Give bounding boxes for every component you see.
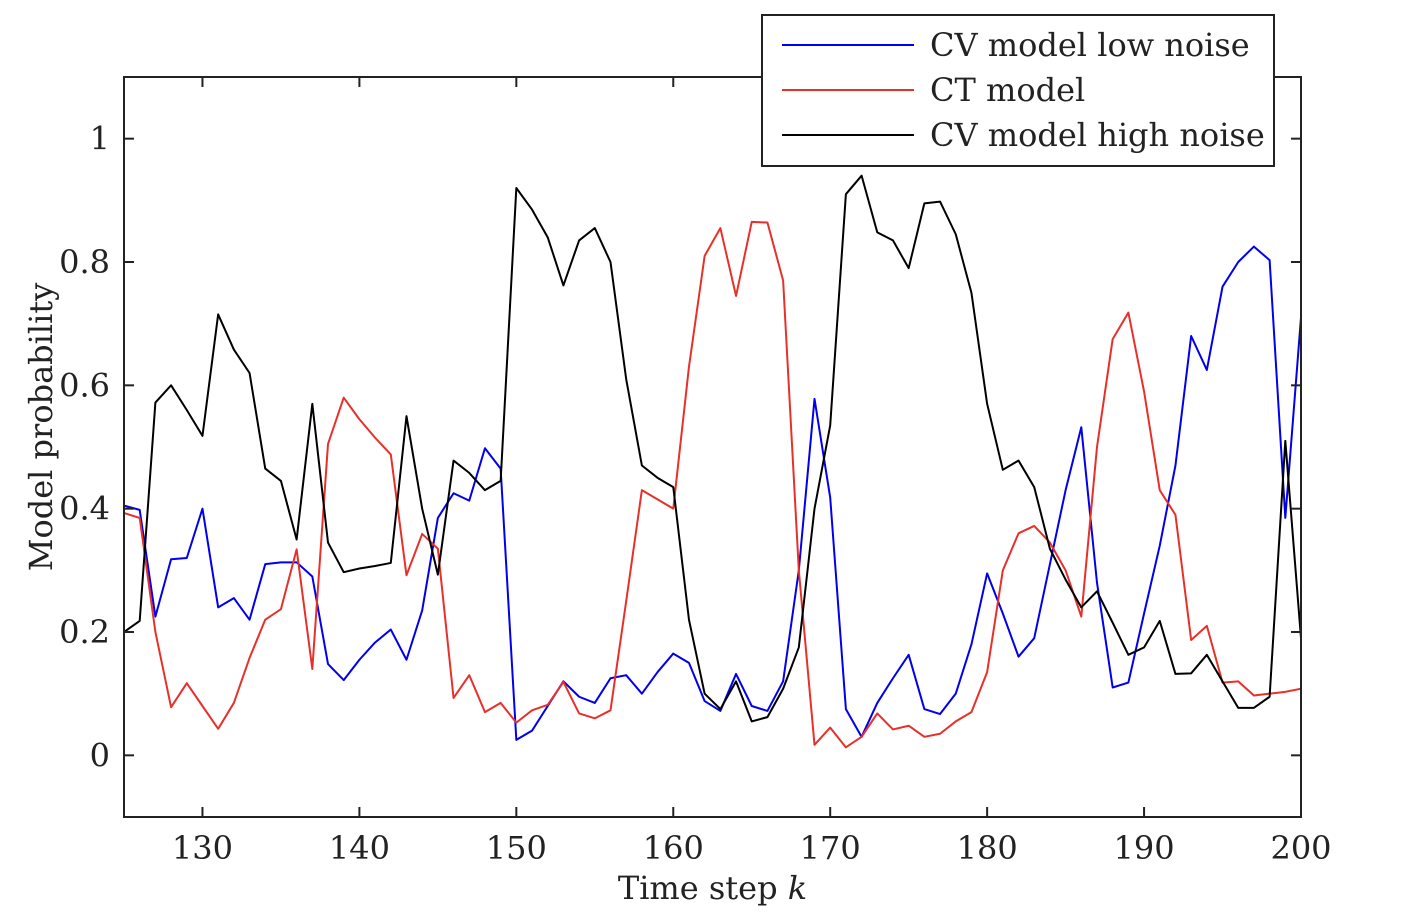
legend-label: CV model low noise bbox=[930, 26, 1250, 64]
x-tick-label: 160 bbox=[643, 829, 704, 867]
axis-ticks: 130 140 150 160 170 180 190 200 0 0.2 0.4 0.6 0.8 1 bbox=[59, 77, 1332, 867]
series-line-2 bbox=[124, 220, 1301, 749]
series-line-3 bbox=[124, 174, 1301, 723]
x-tick-label: 180 bbox=[957, 829, 1018, 867]
x-tick-label: 190 bbox=[1114, 829, 1175, 867]
y-tick-label: 0.4 bbox=[59, 490, 110, 528]
series-line-1 bbox=[124, 245, 1301, 741]
legend-label: CT model bbox=[930, 71, 1085, 109]
y-tick-label: 0.8 bbox=[59, 243, 110, 281]
y-tick-label: 0 bbox=[90, 736, 110, 774]
series-layer bbox=[124, 174, 1301, 749]
x-tick-label: 200 bbox=[1270, 829, 1331, 867]
y-tick-label: 0.2 bbox=[59, 613, 110, 651]
x-tick-label: 140 bbox=[329, 829, 390, 867]
y-tick-label: 1 bbox=[90, 120, 110, 158]
x-axis-label: Time step k bbox=[618, 869, 807, 907]
x-tick-label: 150 bbox=[486, 829, 547, 867]
legend: CV model low noise CT model CV model high … bbox=[761, 14, 1275, 167]
y-axis-label: Model probability bbox=[22, 283, 60, 572]
legend-label: CV model high noise bbox=[930, 116, 1265, 154]
x-tick-label: 130 bbox=[172, 829, 233, 867]
plot-frame bbox=[123, 76, 1302, 818]
x-tick-label: 170 bbox=[800, 829, 861, 867]
y-tick-label: 0.6 bbox=[59, 366, 110, 404]
